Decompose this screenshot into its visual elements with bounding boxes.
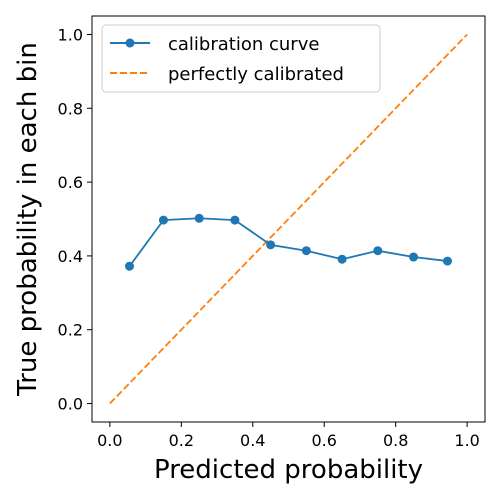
- y-axis-label: True probability in each bin: [13, 42, 43, 397]
- data-point-calibration-curve: [373, 246, 383, 256]
- legend: calibration curve perfectly calibrated: [101, 24, 381, 93]
- data-point-calibration-curve: [266, 240, 276, 250]
- y-tick-label: 0.0: [58, 395, 83, 414]
- legend-label-perfectly-calibrated: perfectly calibrated: [168, 64, 344, 85]
- y-tick-label: 1.0: [58, 25, 83, 44]
- x-axis-ticks: 0.0 0.2 0.4 0.6 0.8 1.0: [97, 422, 480, 450]
- data-point-calibration-curve: [194, 213, 204, 223]
- x-tick-label: 0.4: [240, 431, 265, 450]
- x-tick-label: 0.0: [97, 431, 122, 450]
- data-point-calibration-curve: [301, 246, 311, 256]
- data-point-calibration-curve: [337, 254, 347, 264]
- legend-marker-calibration-curve: [125, 38, 135, 48]
- y-tick-label: 0.4: [58, 247, 83, 266]
- data-point-calibration-curve: [442, 256, 452, 266]
- y-tick-label: 0.8: [58, 99, 83, 118]
- y-tick-label: 0.6: [58, 173, 83, 192]
- series-line-calibration-curve: [128, 217, 448, 267]
- data-point-calibration-curve: [158, 215, 168, 225]
- x-axis-label: Predicted probability: [154, 455, 423, 485]
- series-line-perfectly-calibrated: [109, 33, 468, 405]
- x-tick-label: 0.8: [383, 431, 408, 450]
- legend-box: [101, 24, 381, 93]
- series-layer: [109, 33, 468, 405]
- x-tick-label: 1.0: [454, 431, 479, 450]
- x-tick-label: 0.6: [312, 431, 337, 450]
- x-tick-label: 0.2: [169, 431, 194, 450]
- y-tick-label: 0.2: [58, 321, 83, 340]
- legend-label-calibration-curve: calibration curve: [168, 34, 319, 55]
- data-point-calibration-curve: [409, 252, 419, 262]
- y-axis-ticks: 0.0 0.2 0.4 0.6 0.8 1.0: [58, 25, 92, 414]
- data-point-calibration-curve: [125, 261, 135, 271]
- data-point-calibration-curve: [230, 215, 240, 225]
